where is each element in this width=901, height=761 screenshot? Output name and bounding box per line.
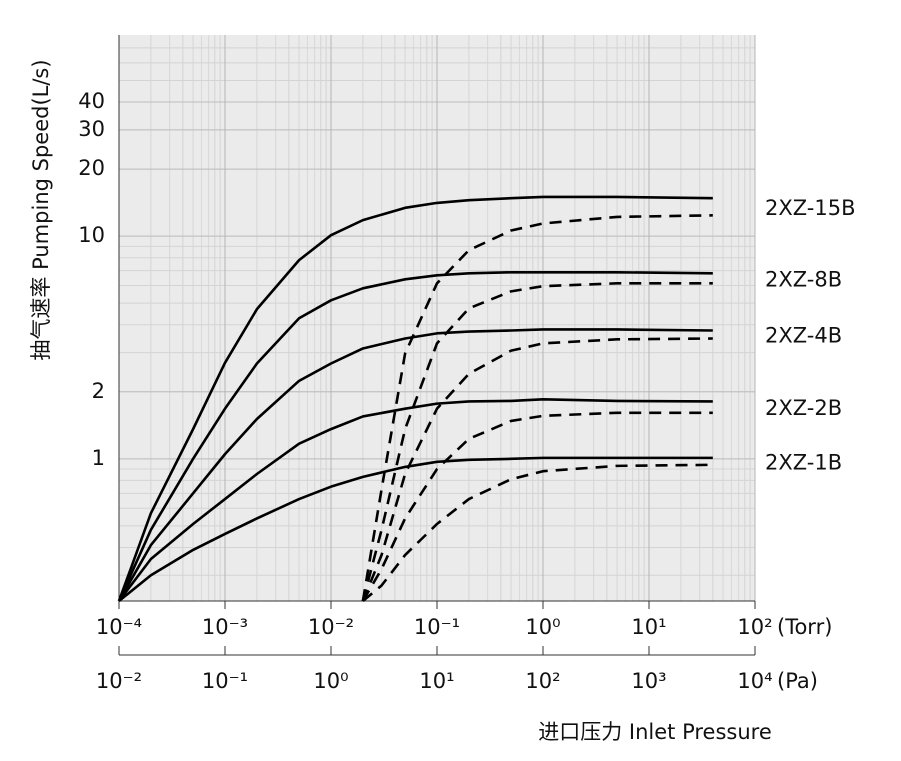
x-tick-label: 10⁰ xyxy=(525,615,560,639)
x2-unit-label: (Pa) xyxy=(777,669,818,693)
y-tick-label: 2 xyxy=(92,379,105,403)
y-tick-label: 10 xyxy=(78,223,105,247)
series-line-dashed xyxy=(361,337,713,602)
x2-tick-label: 10⁻² xyxy=(96,669,142,693)
series-line-dashed xyxy=(361,411,713,602)
series-line-dashed xyxy=(362,463,713,602)
x2-tick-label: 10⁴ xyxy=(737,669,772,693)
x-tick-label: 10⁻³ xyxy=(202,615,248,639)
y-tick-label: 1 xyxy=(92,446,105,470)
y-tick-label: 30 xyxy=(78,117,105,141)
x2-tick-label: 10¹ xyxy=(419,669,454,693)
x-tick-label: 10² xyxy=(737,615,772,639)
x-tick-label: 10¹ xyxy=(631,615,666,639)
series-label: 2XZ-1B xyxy=(765,450,842,474)
series-line-dashed xyxy=(361,282,713,602)
series-line xyxy=(117,271,713,602)
series-line xyxy=(117,328,713,602)
x2-tick-label: 10⁻¹ xyxy=(202,669,248,693)
series-label: 2XZ-4B xyxy=(765,323,842,347)
x-tick-label: 10⁻¹ xyxy=(414,615,460,639)
series-line xyxy=(117,195,713,602)
x-tick-label: 10⁻² xyxy=(308,615,354,639)
x2-tick-label: 10³ xyxy=(631,669,666,693)
series-label: 2XZ-8B xyxy=(765,267,842,291)
x2-tick-label: 10⁰ xyxy=(313,669,348,693)
series-label: 2XZ-2B xyxy=(765,396,842,420)
y-axis-title: 抽气速率 Pumping Speed(L/s) xyxy=(29,59,53,360)
x2-tick-label: 10² xyxy=(525,669,560,693)
y-tick-label: 40 xyxy=(78,89,105,113)
series-line xyxy=(118,456,713,603)
x-unit-label: (Torr) xyxy=(777,615,832,639)
x-axis-title: 进口压力 Inlet Pressure xyxy=(538,720,772,744)
series-line-dashed xyxy=(361,214,713,602)
series-line xyxy=(117,398,713,602)
y-tick-label: 20 xyxy=(78,156,105,180)
series-label: 2XZ-15B xyxy=(765,196,855,220)
x-tick-label: 10⁻⁴ xyxy=(96,615,142,639)
